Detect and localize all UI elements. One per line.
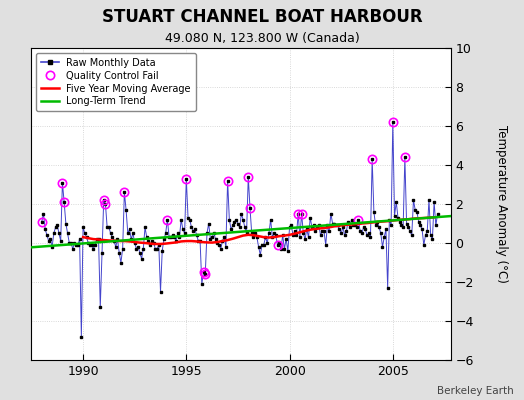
Text: STUART CHANNEL BOAT HARBOUR: STUART CHANNEL BOAT HARBOUR <box>102 8 422 26</box>
Legend: Raw Monthly Data, Quality Control Fail, Five Year Moving Average, Long-Term Tren: Raw Monthly Data, Quality Control Fail, … <box>36 53 196 111</box>
Y-axis label: Temperature Anomaly (°C): Temperature Anomaly (°C) <box>495 125 508 283</box>
Text: Berkeley Earth: Berkeley Earth <box>437 386 514 396</box>
Text: 49.080 N, 123.800 W (Canada): 49.080 N, 123.800 W (Canada) <box>165 32 359 45</box>
